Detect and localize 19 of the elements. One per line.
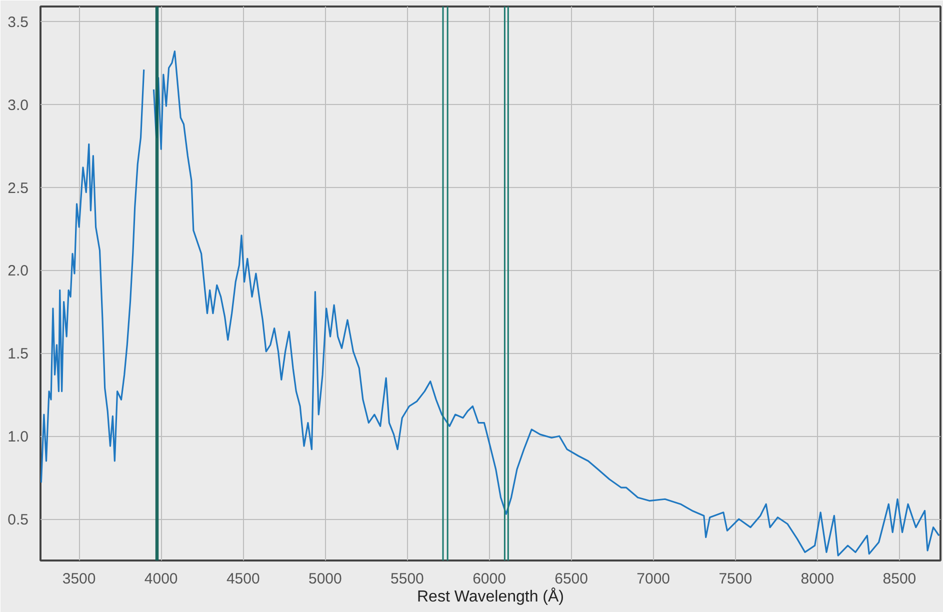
x-tick-label: 5500 [390, 570, 424, 588]
x-tick-label: 3500 [62, 570, 96, 588]
x-tick-label: 6500 [554, 570, 588, 588]
x-tick-label: 4500 [226, 570, 260, 588]
x-tick-label: 8000 [800, 570, 834, 588]
y-tick-label: 1.0 [8, 428, 29, 446]
x-tick-label: 5000 [308, 570, 342, 588]
x-tick-label: 8500 [882, 570, 916, 588]
y-tick-label: 2.0 [8, 262, 29, 280]
x-tick-label: 7000 [636, 570, 670, 588]
y-tick-label: 1.5 [8, 346, 29, 363]
x-tick-label: 7500 [718, 570, 752, 588]
x-axis-title: Rest Wavelength (Å) [416, 588, 564, 606]
x-tick-label: 4000 [144, 570, 178, 588]
x-tick-label: 6000 [472, 570, 506, 588]
y-tick-label: 3.0 [8, 96, 29, 114]
y-tick-label: 3.5 [8, 14, 29, 31]
y-tick-label: 0.5 [8, 512, 29, 529]
y-tick-label: 2.5 [8, 180, 29, 197]
